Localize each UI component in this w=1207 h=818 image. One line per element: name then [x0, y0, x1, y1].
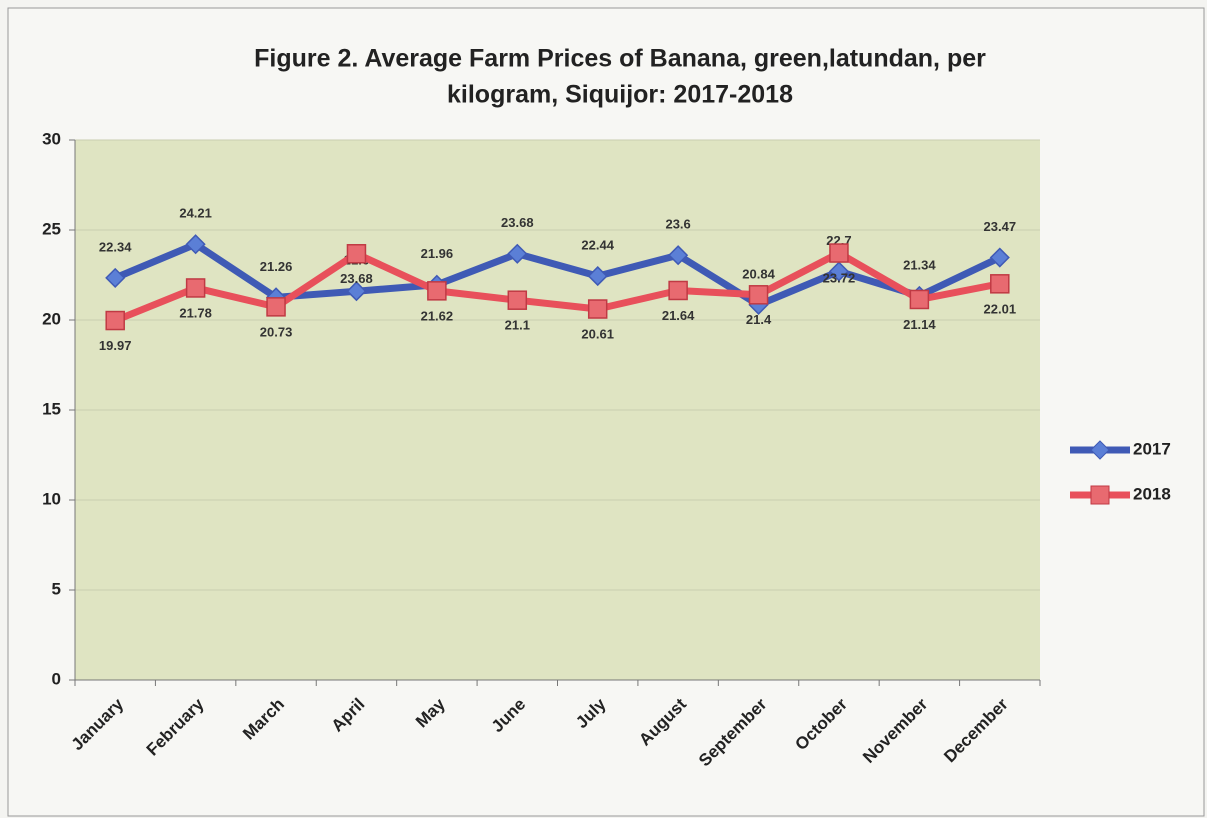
- legend-marker: [1090, 440, 1110, 460]
- y-tick-label: 25: [42, 219, 61, 238]
- y-tick-label: 15: [42, 399, 61, 418]
- data-label: 23.6: [665, 217, 690, 232]
- data-label: 21.96: [421, 246, 454, 261]
- data-label: 21.4: [746, 312, 772, 327]
- y-tick-label: 5: [52, 579, 61, 598]
- legend-label: 2018: [1133, 484, 1171, 503]
- data-label: 23.68: [501, 215, 534, 230]
- chart-title: Figure 2. Average Farm Prices of Banana,…: [254, 45, 986, 73]
- y-tick-label: 10: [42, 489, 61, 508]
- data-label: 23.47: [984, 219, 1017, 234]
- marker: [427, 281, 447, 301]
- marker: [748, 285, 769, 305]
- data-label: 20.84: [742, 266, 775, 281]
- marker: [587, 299, 608, 319]
- marker: [507, 243, 528, 264]
- legend-label: 2017: [1133, 439, 1171, 458]
- data-label: 21.1: [505, 318, 530, 333]
- marker: [105, 267, 126, 288]
- marker: [105, 310, 125, 331]
- data-label: 21.34: [903, 257, 936, 272]
- y-tick-label: 20: [42, 309, 61, 328]
- data-label: 21.78: [179, 305, 212, 320]
- legend-marker: [1090, 485, 1110, 505]
- marker: [507, 290, 528, 310]
- data-label: 20.73: [260, 324, 293, 339]
- line: [113, 240, 1002, 309]
- marker: [346, 244, 367, 264]
- y-tick-label: 0: [52, 669, 61, 688]
- marker: [828, 261, 850, 282]
- y-tick-label: 30: [42, 129, 61, 148]
- data-label: 21.26: [260, 259, 293, 274]
- data-label: 22.01: [984, 301, 1017, 316]
- data-label: 21.64: [662, 308, 695, 323]
- data-label: 24.21: [179, 206, 212, 221]
- marker: [346, 281, 367, 302]
- marker: [185, 234, 206, 255]
- data-label: 21.62: [421, 308, 454, 323]
- data-label: 22.44: [581, 238, 614, 253]
- marker: [587, 266, 608, 287]
- marker: [989, 247, 1010, 268]
- marker: [668, 245, 689, 266]
- marker: [185, 278, 206, 298]
- data-label: 23.72: [823, 270, 856, 285]
- marker: [668, 280, 688, 301]
- marker: [829, 243, 849, 263]
- line: [113, 249, 1001, 324]
- data-label: 21.14: [903, 317, 936, 332]
- chart-subtitle: kilogram, Siquijor: 2017-2018: [447, 81, 793, 109]
- data-label: 19.97: [99, 338, 132, 353]
- marker: [990, 274, 1010, 294]
- data-label: 20.61: [581, 326, 614, 341]
- data-label: 22.34: [99, 239, 132, 254]
- data-label: 23.68: [340, 271, 373, 286]
- marker: [266, 297, 286, 317]
- marker: [909, 289, 930, 310]
